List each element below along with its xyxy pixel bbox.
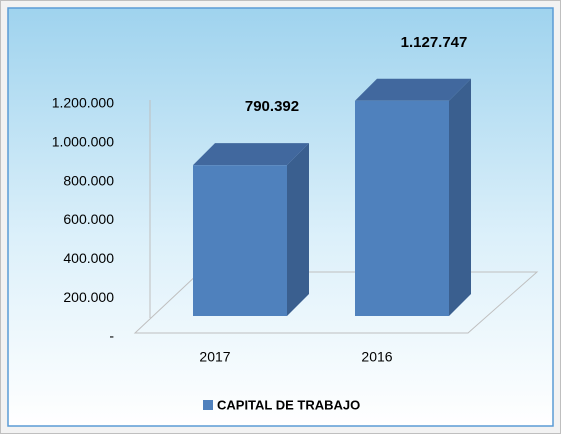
y-tick-label: 400.000 [63,250,114,266]
y-tick-label: 600.000 [63,211,114,227]
bar [193,165,287,316]
value-label: 790.392 [245,98,299,115]
y-tick-label: 800.000 [63,172,114,188]
floor [133,271,539,334]
bar-top [193,143,309,166]
y-tick-label: - [109,328,114,344]
y-tick-label: 1.000.000 [52,134,114,150]
bar-side [449,78,471,316]
bar-side [287,143,309,316]
x-tick-label: 2017 [199,349,230,365]
y-tick-label: 200.000 [63,289,114,305]
bar [355,100,449,316]
value-label: 1.127.747 [401,34,468,51]
x-tick-label: 2016 [361,349,392,365]
legend-label: CAPITAL DE TRABAJO [217,397,360,412]
legend-swatch [203,400,213,410]
y-tick-label: 1.200.000 [52,95,114,111]
bar-top [355,78,471,101]
